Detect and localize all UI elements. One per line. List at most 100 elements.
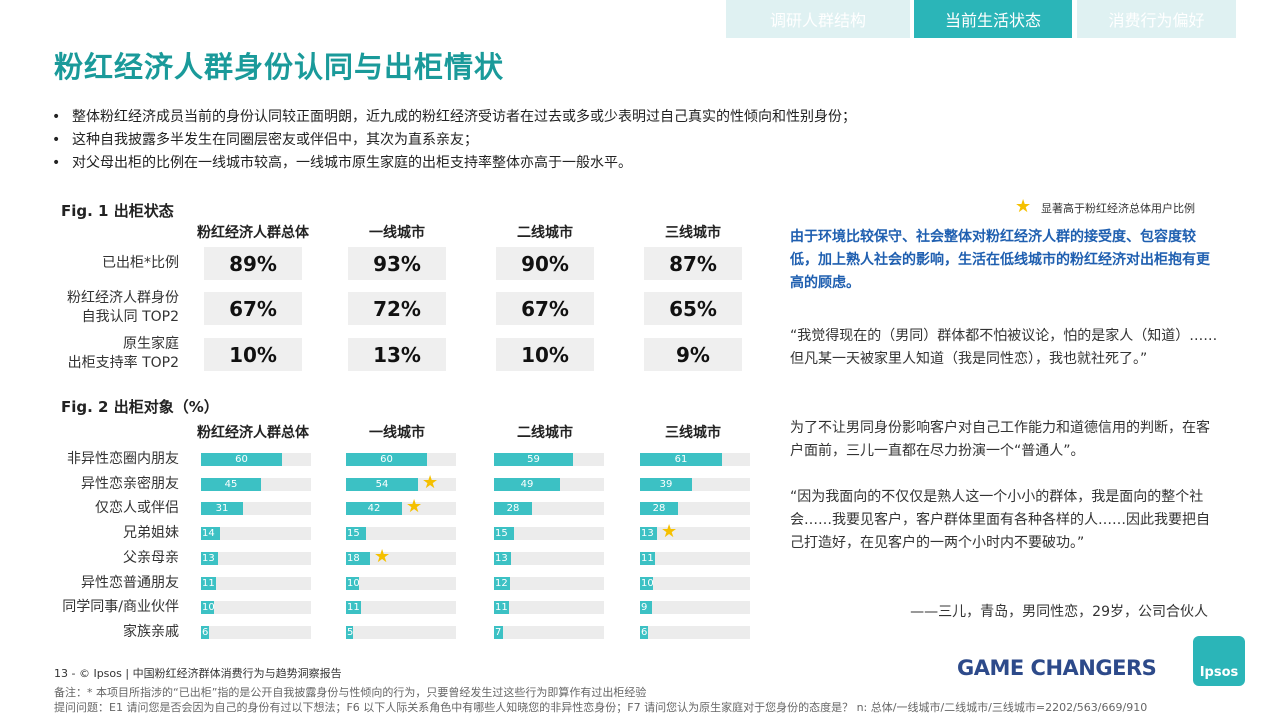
bar <box>494 601 509 615</box>
bar-track: 6 <box>201 625 311 639</box>
ipsos-logo: Ipsos <box>1193 636 1245 686</box>
bar-value-label: 28 <box>506 503 520 515</box>
bar-value-label: 6 <box>202 626 209 638</box>
bar <box>201 453 282 466</box>
footer-note: 备注：* 本项目所指涉的“已出柜”指的是公开自我披露身份与性倾向的行为，只要曾经… <box>54 686 647 699</box>
bar <box>201 502 243 516</box>
bar-track: 5 <box>346 625 456 639</box>
bar-value-label: 49 <box>520 478 534 490</box>
bar <box>346 576 359 590</box>
bar <box>640 477 692 491</box>
page-title: 粉红经济人群身份认同与出柜情状 <box>54 50 505 84</box>
fig2-column-header: 三线城市 <box>665 425 721 441</box>
bar-value-label: 11 <box>641 552 654 564</box>
fig2-category-label: 异性恋亲密朋友 <box>81 475 179 492</box>
insight-text: 由于环境比较保守、社会整体对粉红经济人群的接受度、包容度较低，加上熟人社会的影响… <box>790 229 1210 291</box>
fig1-cell: 10% <box>204 338 302 371</box>
bar-value-label: 59 <box>527 454 540 465</box>
fig1-cell: 90% <box>496 247 594 280</box>
bar <box>346 625 353 639</box>
bar <box>346 477 418 491</box>
fig2-category-label: 兄弟姐妹 <box>123 525 179 542</box>
bar-value-label: 28 <box>652 503 666 515</box>
bar-track: 11 <box>346 601 456 615</box>
fig1-row-label: 已出柜*比例 <box>102 254 179 273</box>
fig2-category-label: 同学同事/商业伙伴 <box>62 599 179 616</box>
footer-page-info: 13 - © Ipsos | 中国粉红经济群体消费行为与趋势洞察报告 <box>54 667 342 680</box>
bar <box>346 601 361 615</box>
bar-value-label: 15 <box>495 528 508 540</box>
bar-value-label: 9 <box>641 602 648 614</box>
star-icon: ★ <box>1015 196 1032 217</box>
bar <box>494 527 514 541</box>
bar <box>346 502 402 516</box>
bar-value-label: 54 <box>375 478 389 490</box>
bar <box>640 625 648 639</box>
bar-track: 13 <box>494 551 604 565</box>
bar <box>346 527 366 541</box>
bar-track: 42 <box>346 502 456 516</box>
bar-value-label: 5 <box>347 626 354 638</box>
bar-track: 7 <box>494 625 604 639</box>
bar-value-label: 13 <box>202 552 215 564</box>
fig1-row-label-line: 自我认同 TOP2 <box>81 309 179 325</box>
fig1-cell: 89% <box>204 247 302 280</box>
tab-consumer-behavior[interactable]: 消费行为偏好 <box>1077 0 1236 38</box>
fig1-cell: 72% <box>348 292 446 325</box>
bar-track: 13 <box>201 551 311 565</box>
fig1-cell: 10% <box>496 338 594 371</box>
fig2-column-header: 一线城市 <box>369 425 425 441</box>
bar-track: 61 <box>640 453 750 466</box>
fig1-cell: 67% <box>496 292 594 325</box>
bar-track: 31 <box>201 502 311 516</box>
fig2-category-label: 异性恋普通朋友 <box>81 574 179 591</box>
bullet-item: • 这种自我披露多半发生在同圈层密友或伴侣中，其次为直系亲友； <box>52 129 1032 152</box>
bar <box>494 551 511 565</box>
bar <box>494 625 503 639</box>
bar-value-label: 11 <box>347 602 360 614</box>
fig1-cell: 93% <box>348 247 446 280</box>
bar <box>640 576 653 590</box>
bar-value-label: 10 <box>347 577 360 589</box>
fig1-column-header: 粉红经济人群总体 <box>197 225 309 241</box>
tab-current-life-status[interactable]: 当前生活状态 <box>914 0 1072 38</box>
fig1-row-label-line: 出柜支持率 TOP2 <box>67 355 179 371</box>
tab-survey-population[interactable]: 调研人群结构 <box>726 0 910 38</box>
bar-track: 10 <box>201 601 311 615</box>
fig1-cell: 13% <box>348 338 446 371</box>
bullet-item: • 对父母出柜的比例在一线城市较高，一线城市原生家庭的出柜支持率整体亦高于一般水平… <box>52 152 1032 175</box>
bar-value-label: 39 <box>659 478 673 490</box>
bar-track: 60 <box>201 453 311 466</box>
fig2-category-label: 父亲母亲 <box>123 549 179 566</box>
bar-track: 15 <box>494 527 604 541</box>
bar-value-label: 7 <box>495 626 502 638</box>
star-icon: ★ <box>374 545 391 567</box>
bar-track: 14 <box>201 527 311 541</box>
bar-value-label: 31 <box>215 503 229 515</box>
bar-value-label: 6 <box>641 626 648 638</box>
bar-track: 54 <box>346 477 456 491</box>
bar-value-label: 13 <box>495 552 508 564</box>
star-icon: ★ <box>406 496 423 518</box>
bar-track: 60 <box>346 453 456 466</box>
bar-value-label: 11 <box>202 577 215 589</box>
bar-track: 49 <box>494 477 604 491</box>
fig1-row-label-line: 粉红经济人群身份 <box>67 290 179 306</box>
bar-track: 18 <box>346 551 456 565</box>
bar <box>201 601 214 615</box>
bar-value-label: 18 <box>347 552 360 564</box>
fig2-category-label: 非异性恋圈内朋友 <box>67 451 179 467</box>
fig1-row-label: 粉红经济人群身份自我认同 TOP2 <box>67 289 179 327</box>
bar-value-label: 45 <box>224 478 238 490</box>
fig1-column-header: 二线城市 <box>517 225 573 241</box>
legend-text: 显著高于粉红经济总体用户比例 <box>1041 202 1195 215</box>
bar <box>201 576 216 590</box>
quote-attribution: ——三儿，青岛，男同性恋，29岁，公司合伙人 <box>910 604 1208 620</box>
bar-value-label: 13 <box>641 528 654 540</box>
bar <box>201 527 220 541</box>
star-icon: ★ <box>422 471 439 493</box>
bar <box>494 502 532 516</box>
bar-track: 12 <box>494 576 604 590</box>
bar-track: 13 <box>640 527 750 541</box>
bullet-text: 这种自我披露多半发生在同圈层密友或伴侣中，其次为直系亲友； <box>72 132 478 148</box>
